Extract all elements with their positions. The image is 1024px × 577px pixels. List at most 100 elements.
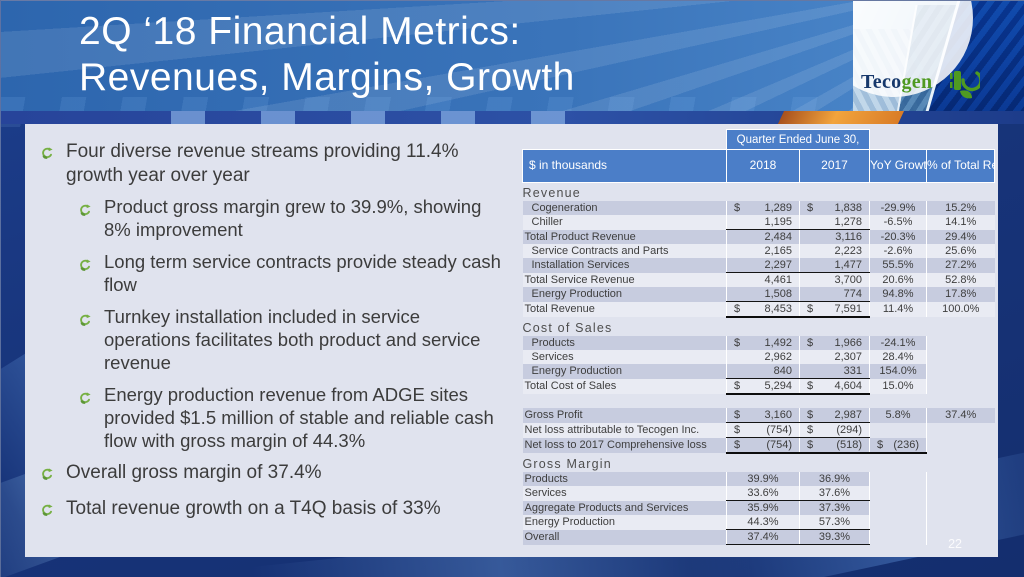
row-label: Products bbox=[522, 336, 727, 350]
value-yoy-growth: 28.4% bbox=[869, 350, 927, 364]
value-2017: 37.6% bbox=[799, 486, 870, 501]
table-row: Products $1,492 $1,966 -24.1% bbox=[522, 336, 995, 350]
value-pct-total-rev bbox=[926, 472, 995, 486]
spacer-row bbox=[523, 394, 995, 408]
row-label: Total Revenue bbox=[522, 301, 727, 317]
row-label: Energy Production bbox=[522, 515, 727, 530]
bullet-item: Energy production revenue from ADGE site… bbox=[75, 384, 533, 453]
table-row: Total Service Revenue 4,461 3,700 20.6% 52.8… bbox=[522, 272, 995, 287]
value-yoy-growth: 11.4% bbox=[869, 301, 927, 317]
bullet-list: Four diverse revenue streams providing 1… bbox=[37, 132, 533, 533]
value-pct-total-rev: 52.8% bbox=[926, 272, 995, 287]
value-yoy-growth: 55.5% bbox=[869, 258, 927, 273]
row-label: Total Cost of Sales bbox=[522, 378, 727, 394]
col-header-yoy-growth: YoY Growth bbox=[869, 149, 927, 183]
value-2017: $ (518) bbox=[799, 437, 870, 454]
value-pct-total-rev: 29.4% bbox=[926, 229, 995, 244]
row-label: Services bbox=[522, 486, 727, 501]
bullet-item: Long term service contracts provide stea… bbox=[75, 251, 533, 297]
bullet-text: Long term service contracts provide stea… bbox=[104, 250, 501, 295]
value-pct-total-rev: 25.6% bbox=[926, 244, 995, 258]
bullet-item: Product gross margin grew to 39.9%, show… bbox=[75, 196, 533, 242]
col-header-2018: 2018 bbox=[726, 149, 800, 183]
value-2018: 2,962 bbox=[726, 350, 800, 364]
bullet-item: Turnkey installation included in service… bbox=[75, 306, 533, 375]
value-2018: 37.4% bbox=[726, 529, 800, 545]
table-row: Chiller 1,195 1,278 -6.5% 14.1% bbox=[522, 215, 995, 230]
row-label: Net loss to 2017 Comprehensive loss bbox=[522, 437, 727, 453]
value-2018: 840 bbox=[726, 364, 800, 379]
section-header-row: Revenue bbox=[523, 183, 995, 202]
logo-photo: Tecogen bbox=[853, 1, 1024, 111]
value-yoy-growth: $ (236) bbox=[869, 437, 927, 454]
value-2018: 39.9% bbox=[726, 472, 800, 486]
recycle-leaf-icon bbox=[37, 461, 66, 488]
financial-table-grid: Quarter Ended June 30, $ in thousands 20… bbox=[522, 129, 995, 545]
col-header-2017: 2017 bbox=[799, 149, 870, 183]
value-pct-total-rev bbox=[926, 486, 995, 501]
financial-table: Quarter Ended June 30, $ in thousands 20… bbox=[522, 129, 996, 545]
table-row: Energy Production 1,508 774 94.8% 17.8% bbox=[522, 287, 995, 302]
row-label: Aggregate Products and Services bbox=[522, 500, 727, 515]
value-yoy-growth: 154.0% bbox=[869, 364, 927, 379]
value-pct-total-rev bbox=[926, 364, 995, 379]
value-2018: 44.3% bbox=[726, 515, 800, 530]
row-label: Overall bbox=[522, 529, 727, 545]
table-row: Gross Profit $3,160 $2,987 5.8% 37.4% bbox=[522, 408, 995, 423]
slide-title: 2Q ‘18 Financial Metrics: Revenues, Marg… bbox=[79, 9, 575, 101]
value-2018: 35.9% bbox=[726, 500, 800, 515]
section-label: Gross Margin bbox=[522, 457, 612, 471]
value-2018: 1,195 bbox=[726, 215, 800, 230]
recycle-leaf-icon bbox=[37, 140, 66, 167]
value-pct-total-rev bbox=[926, 529, 995, 545]
value-2018: 2,297 bbox=[726, 258, 800, 273]
value-2018: $3,160 bbox=[726, 408, 800, 423]
table-row: Cogeneration $1,289 $1,838 -29.9% 15.2% bbox=[522, 201, 995, 215]
value-2017: 1,278 bbox=[799, 215, 870, 230]
value-pct-total-rev bbox=[926, 437, 995, 453]
recycle-leaf-icon bbox=[75, 384, 104, 411]
bullet-text: Total revenue growth on a T4Q basis of 3… bbox=[66, 498, 441, 520]
section-label: Cost of Sales bbox=[522, 321, 613, 335]
value-2018: $ (754) bbox=[726, 437, 800, 454]
strip-highlight bbox=[171, 111, 591, 124]
spacer-cell bbox=[523, 394, 995, 408]
value-pct-total-rev: 100.0% bbox=[926, 301, 995, 317]
value-2018: 33.6% bbox=[726, 486, 800, 501]
value-2017: 2,223 bbox=[799, 244, 870, 258]
section-label: Revenue bbox=[522, 186, 581, 200]
value-pct-total-rev bbox=[926, 422, 995, 438]
slide-title-line1: 2Q ‘18 Financial Metrics: bbox=[79, 10, 521, 53]
row-label: Gross Profit bbox=[522, 408, 727, 423]
value-2018: $1,492 bbox=[726, 336, 800, 350]
table-row: Energy Production 840 331 154.0% bbox=[522, 364, 995, 379]
recycle-leaf-icon bbox=[75, 251, 104, 278]
table-row: Total Cost of Sales $5,294 $4,604 15.0% bbox=[522, 378, 995, 395]
value-yoy-growth bbox=[869, 529, 927, 545]
content-panel: Four diverse revenue streams providing 1… bbox=[25, 124, 998, 557]
row-label: Energy Production bbox=[522, 287, 727, 302]
table-row: Net loss attributable to Tecogen Inc. $ (7… bbox=[522, 422, 995, 438]
table-header-row: $ in thousands 2018 2017 YoY Growth % of… bbox=[522, 149, 995, 183]
value-2017: $1,838 bbox=[799, 201, 870, 215]
value-yoy-growth: -29.9% bbox=[869, 201, 927, 215]
value-2018: 4,461 bbox=[726, 272, 800, 287]
value-pct-total-rev: 15.2% bbox=[926, 201, 995, 215]
value-pct-total-rev bbox=[926, 378, 995, 394]
table-row: Products 39.9% 36.9% bbox=[522, 472, 995, 486]
empty-cell bbox=[927, 130, 995, 150]
value-yoy-growth: -2.6% bbox=[869, 244, 927, 258]
value-yoy-growth: -20.3% bbox=[869, 229, 927, 244]
bullet-item: Four diverse revenue streams providing 1… bbox=[37, 140, 533, 187]
recycle-leaf-icon bbox=[75, 306, 104, 333]
plug-leaf-icon bbox=[950, 71, 980, 99]
logo-text-teco: Teco bbox=[861, 71, 902, 93]
slide-title-line2: Revenues, Margins, Growth bbox=[79, 56, 575, 100]
value-2017: 331 bbox=[799, 364, 870, 379]
background-photo-strip bbox=[1, 111, 1024, 124]
title-bar: 2Q ‘18 Financial Metrics: Revenues, Marg… bbox=[1, 1, 1024, 127]
value-2018: $5,294 bbox=[726, 378, 800, 395]
value-pct-total-rev bbox=[926, 515, 995, 530]
col-header-pct-total-rev: % of Total Rev bbox=[926, 149, 995, 183]
value-yoy-growth bbox=[869, 515, 927, 530]
